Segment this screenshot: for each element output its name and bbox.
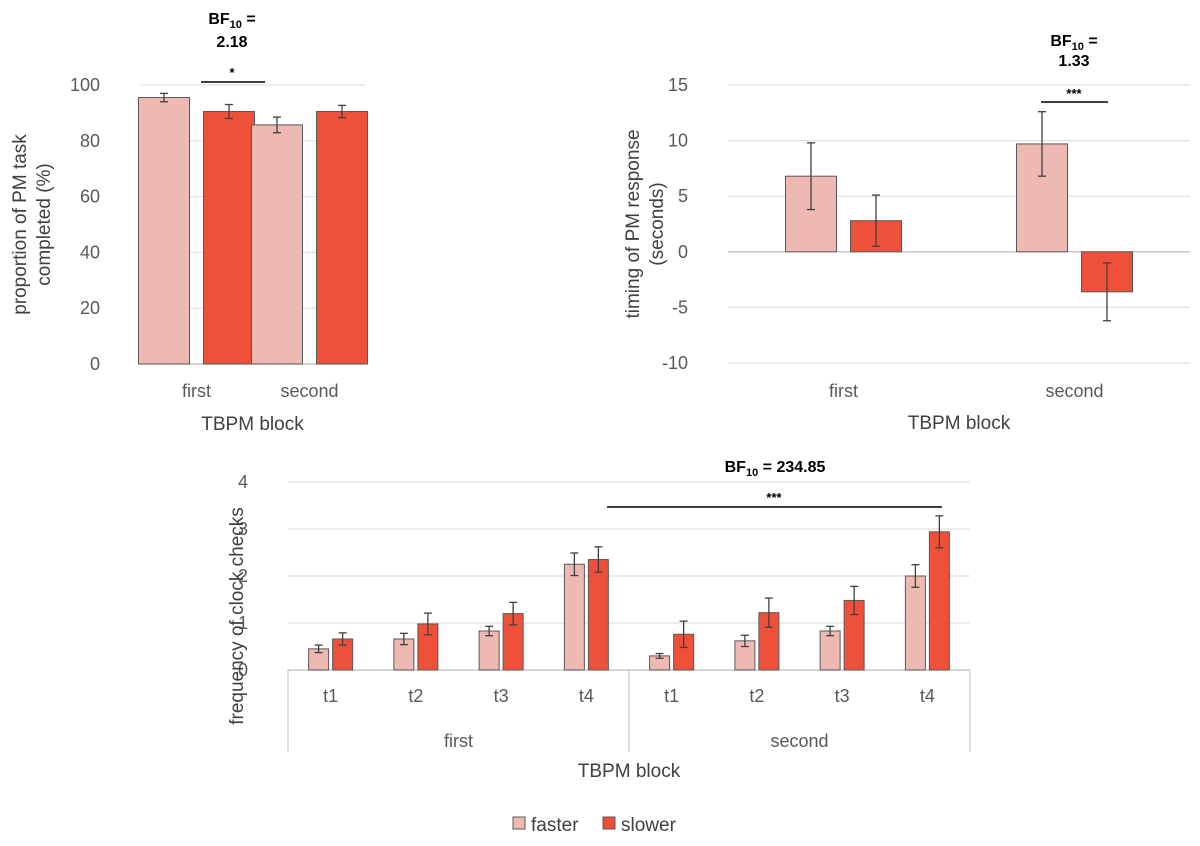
y-tick-label: 4 xyxy=(238,472,248,492)
svg-text:BF10 =: BF10 = xyxy=(208,11,255,31)
y-axis-label: frequency of clock checks xyxy=(227,507,248,725)
x-group-label: first xyxy=(444,731,473,751)
x-category-label: t2 xyxy=(749,686,764,706)
legend: faster slower xyxy=(512,815,677,836)
y-tick-label: 15 xyxy=(668,75,688,95)
panel-c-bf-annotation: BF10 = 234.85 *** xyxy=(607,459,942,508)
panel-a-bf-annotation: BF10 = 2.18 * xyxy=(201,11,265,83)
y-tick-label: 0 xyxy=(238,660,248,680)
bar-slower-first xyxy=(203,111,255,365)
y-tick-label: 60 xyxy=(80,187,100,207)
bar-faster-t4 xyxy=(563,563,585,671)
x-category-label: t3 xyxy=(494,686,509,706)
panel-b-bf-value: 1.33 xyxy=(1058,53,1089,70)
panel-b-sig-marker: *** xyxy=(1066,86,1082,101)
x-category-label: first xyxy=(182,381,211,401)
panel-a-bf-value: 2.18 xyxy=(216,34,247,51)
y-tick-label: 80 xyxy=(80,131,100,151)
chart-panel-2: -10 -5 0 5 10 15 first second timing of PM respo… xyxy=(623,75,1190,434)
svg-text:BF10 =: BF10 = xyxy=(1050,33,1097,53)
x-category-label: t4 xyxy=(579,686,594,706)
y-tick-label: 10 xyxy=(668,131,688,151)
y-axis-label: timing of PM response (seconds) xyxy=(623,129,668,318)
x-category-label: t4 xyxy=(920,686,935,706)
bar-slower-t4 xyxy=(587,559,609,671)
legend-swatch-slower xyxy=(602,816,616,830)
y-tick-label: 40 xyxy=(80,242,100,262)
bar-slower-second xyxy=(316,111,368,365)
chart-panel-3: 0 1 2 3 4 t1 t2 t3 t4 t1 t2 t3 t4 frequency of clock … xyxy=(227,472,971,782)
bar-faster-t3 xyxy=(819,630,841,671)
panel-c-sig-marker: *** xyxy=(766,490,782,505)
x-axis-label: TBPM block xyxy=(578,761,681,782)
x-axis-label: TBPM block xyxy=(908,413,1011,434)
y-tick-label: 0 xyxy=(90,354,100,374)
legend-swatch-faster xyxy=(512,816,526,830)
y-tick-label: 3 xyxy=(238,519,248,539)
bar-faster-first xyxy=(138,97,190,365)
legend-label-faster: faster xyxy=(531,815,579,836)
y-tick-label: -10 xyxy=(662,353,688,373)
y-tick-label: 0 xyxy=(678,242,688,262)
y-tick-label: 2 xyxy=(238,566,248,586)
legend-label-slower: slower xyxy=(621,815,677,836)
bar-faster-t4 xyxy=(904,575,926,671)
y-axis-label: proportion of PM task completed (%) xyxy=(10,134,55,315)
y-tick-label: 5 xyxy=(678,186,688,206)
svg-text:BF10 = 234.85: BF10 = 234.85 xyxy=(725,459,826,479)
x-category-label: t3 xyxy=(835,686,850,706)
y-tick-label: 100 xyxy=(70,75,100,95)
y-tick-label: 1 xyxy=(238,613,248,633)
chart-panel-1: 0 20 40 60 80 100 first second proportion of PM … xyxy=(10,75,368,435)
x-group-label: second xyxy=(770,731,828,751)
x-category-label: first xyxy=(829,381,858,401)
bar-faster-t3 xyxy=(478,630,500,671)
x-category-label: second xyxy=(1045,381,1103,401)
bar-faster-second xyxy=(251,124,303,365)
x-category-label: t1 xyxy=(664,686,679,706)
x-category-label: t1 xyxy=(323,686,338,706)
panel-a-sig-marker: * xyxy=(229,65,235,80)
y-tick-label: -5 xyxy=(672,297,688,317)
x-category-label: second xyxy=(280,381,338,401)
bar-slower-t4 xyxy=(928,531,950,671)
panel-b-bf-annotation: BF10 = 1.33 *** xyxy=(1041,33,1108,103)
x-axis-label: TBPM block xyxy=(201,414,304,435)
y-tick-label: 20 xyxy=(80,298,100,318)
x-category-label: t2 xyxy=(408,686,423,706)
